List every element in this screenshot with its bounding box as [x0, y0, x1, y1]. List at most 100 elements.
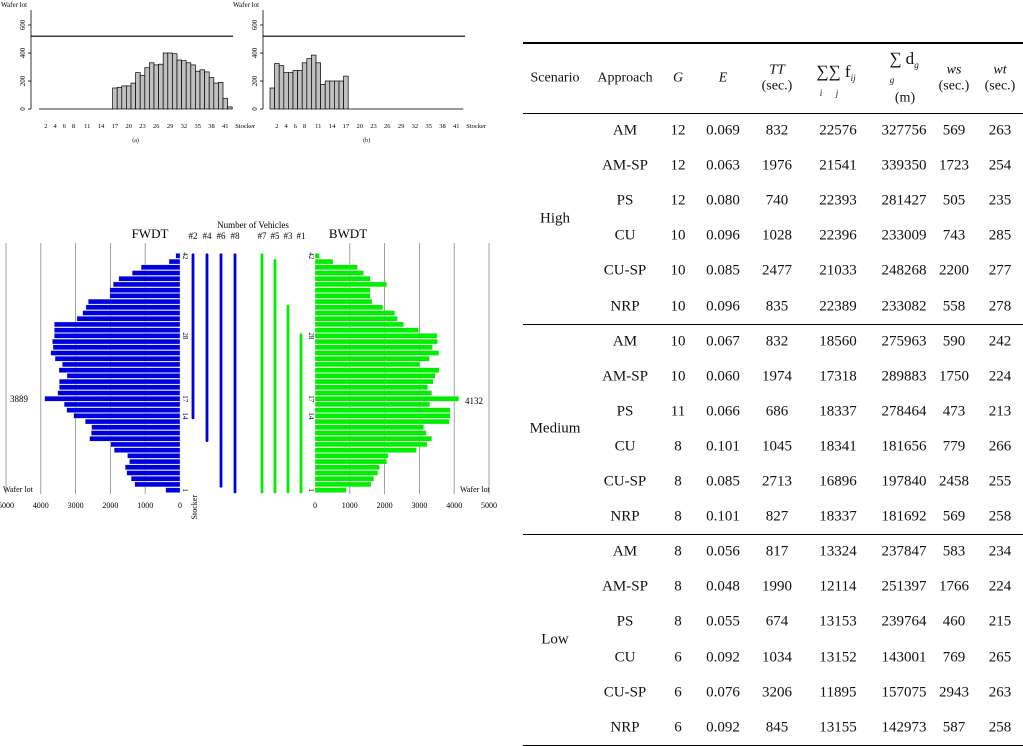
bwdt-bar: [314, 338, 438, 345]
bwdt-bar: [314, 356, 430, 362]
fwdt-axis-label: Wafer lot: [3, 485, 34, 494]
cell-tt: 1045: [762, 438, 792, 455]
x-tick-label: 11: [84, 123, 90, 130]
cell-e: 0.085: [706, 262, 740, 279]
group-rule: [523, 323, 1023, 325]
bwdt-bar: [314, 487, 347, 493]
fwdt-bar: [85, 304, 181, 310]
bwdt-x-tick-label: 4000: [446, 501, 462, 510]
cell-tt: 2477: [762, 262, 792, 279]
cell-flow: 18560: [819, 333, 857, 350]
bar: [288, 72, 294, 110]
fwdt-bar: [91, 430, 181, 436]
bwdt-bar: [314, 258, 334, 265]
fwdt-stocker-tick: 1: [181, 488, 189, 492]
x-tick-label: 20: [125, 123, 132, 130]
header-tt: TT: [769, 62, 785, 78]
bar: [269, 87, 275, 110]
bwdt-x-tick-label: 3000: [411, 501, 427, 510]
cell-flow: 22396: [819, 227, 857, 244]
cell-g: 12: [670, 157, 686, 174]
cell-tt: 1034: [762, 649, 792, 665]
cell-distance: 233082: [881, 298, 927, 314]
bwdt-bar: [314, 447, 417, 453]
x-tick-label: 4: [284, 123, 288, 130]
x-tick-label: 32: [412, 123, 419, 130]
cell-ws: 590: [942, 333, 966, 350]
fwdt-bar: [54, 321, 181, 328]
cell-tt: 832: [765, 333, 789, 350]
cell-flow: 21541: [819, 157, 857, 174]
cell-distance: 248268: [881, 262, 927, 279]
cell-distance: 327756: [881, 122, 927, 139]
cell-wt: 258: [988, 508, 1012, 525]
bwdt-bar: [314, 413, 451, 419]
vehicle-label: #5: [271, 231, 281, 241]
cell-flow: 11895: [819, 684, 857, 701]
cell-flow: 22393: [819, 192, 857, 209]
bwdt-bar: [314, 276, 371, 282]
fwdt-bar: [58, 367, 181, 373]
bwdt-bar: [314, 464, 380, 470]
bwdt-stocker-tick: 28: [307, 332, 315, 340]
bwdt-title: BWDT: [329, 226, 367, 241]
y-axis-label: Wafer lot: [233, 1, 259, 9]
bar: [306, 58, 312, 110]
fwdt-bar: [50, 350, 181, 356]
cell-g: 10: [670, 227, 686, 244]
cell-wt: 235: [988, 192, 1012, 209]
bar: [227, 106, 233, 110]
bwdt-bar: [314, 367, 440, 373]
bwdt-axis-label: Wafer lot: [460, 485, 491, 494]
cell-distance: 237847: [881, 543, 927, 560]
cell-distance: 339350: [881, 157, 927, 174]
cell-wt: 258: [988, 719, 1012, 736]
bar: [158, 63, 164, 110]
bar: [185, 62, 192, 110]
bar: [311, 54, 317, 110]
cell-tt: 1974: [762, 368, 792, 385]
cell-approach: AM: [612, 122, 638, 139]
cell-distance: 197840: [881, 473, 927, 490]
bar: [195, 70, 201, 110]
cell-approach: PS: [616, 192, 634, 209]
bwdt-stocker-tick: 42: [307, 252, 315, 260]
cell-tt: 832: [765, 122, 789, 139]
cell-approach: PS: [616, 403, 634, 420]
header-tt-unit: (sec.): [761, 78, 793, 94]
bar: [112, 87, 118, 110]
x-axis-label: Stocker: [235, 123, 256, 130]
fwdt-bar: [114, 447, 181, 453]
bar: [218, 82, 224, 110]
cell-flow: 13152: [819, 649, 857, 665]
cell-e: 0.092: [706, 719, 740, 736]
fwdt-bar: [54, 327, 181, 333]
cell-g: 12: [670, 122, 686, 139]
cell-wt: 242: [988, 333, 1012, 350]
bwdt-bar: [314, 390, 432, 396]
cell-flow: 16896: [819, 473, 857, 490]
table-header-rule: [523, 113, 1023, 115]
cell-approach: AM: [612, 333, 638, 350]
bar: [172, 53, 178, 110]
cell-g: 6: [674, 649, 682, 665]
cell-tt: 2713: [762, 473, 792, 490]
bar: [204, 71, 210, 110]
fwdt-bar: [168, 258, 181, 265]
cell-ws: 1723: [939, 157, 969, 174]
y-axis-label: Wafer lot: [1, 1, 27, 9]
fwdt-max-label: 3889: [10, 394, 29, 404]
header-ws: ws: [946, 62, 962, 78]
cell-g: 12: [670, 192, 686, 209]
header-wt: wt: [993, 62, 1007, 78]
bwdt-bar: [314, 298, 373, 305]
cell-g: 6: [674, 719, 682, 736]
cell-e: 0.096: [706, 298, 740, 314]
bar: [135, 72, 141, 110]
cell-e: 0.048: [706, 578, 740, 595]
bwdt-bar: [314, 401, 430, 408]
cell-distance: 181656: [881, 438, 927, 455]
cell-ws: 769: [942, 649, 966, 665]
fwdt-x-tick-label: 4000: [33, 501, 49, 510]
fwdt-x-tick-label: 3000: [68, 501, 84, 510]
